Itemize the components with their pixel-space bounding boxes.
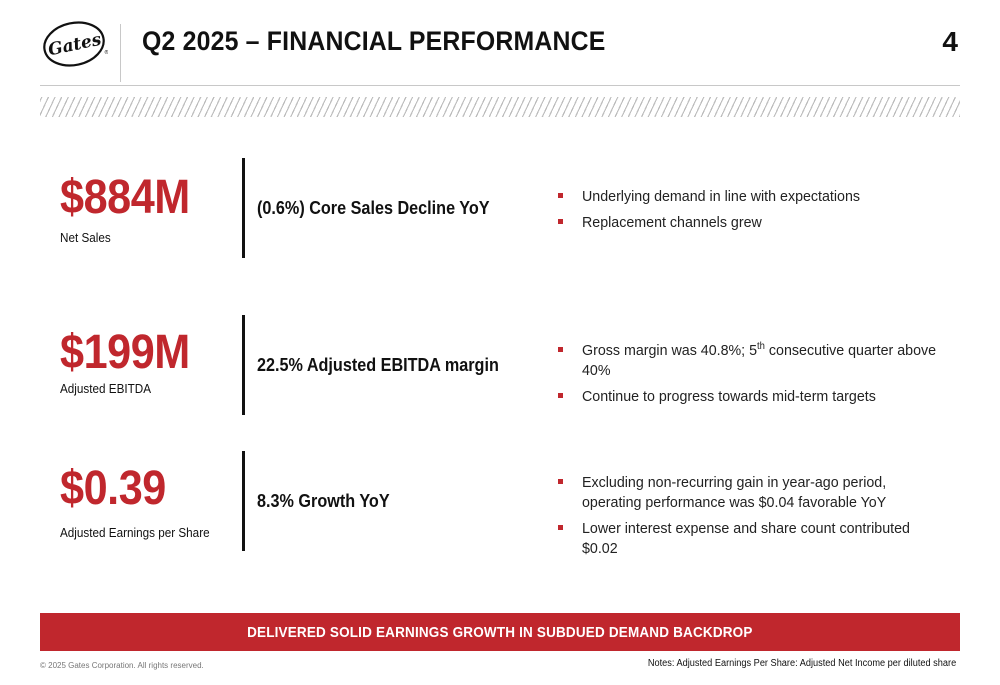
bullet-text: Replacement channels grew bbox=[582, 214, 762, 231]
page-number: 4 bbox=[942, 26, 958, 57]
bullet-square-icon bbox=[558, 219, 563, 224]
metric-label: Net Sales bbox=[60, 230, 111, 245]
footnote: Notes: Adjusted Earnings Per Share: Adju… bbox=[647, 658, 956, 669]
gates-logo-icon: Gates ® bbox=[43, 21, 108, 67]
metric-divider bbox=[242, 315, 245, 415]
list-item: Replacement channels grew bbox=[558, 213, 958, 233]
metric-divider bbox=[242, 158, 245, 258]
metric-row-adjusted-ebitda: $199M Adjusted EBITDA 22.5% Adjusted EBI… bbox=[0, 315, 1000, 415]
metric-value: $199M bbox=[60, 326, 190, 379]
metric-value: $884M bbox=[60, 171, 190, 224]
ordinal-superscript: th bbox=[757, 341, 765, 352]
bullet-text-part: Gross margin was 40.8%; 5 bbox=[582, 342, 758, 359]
metric-headline: 8.3% Growth YoY bbox=[257, 491, 390, 511]
metric-label: Adjusted Earnings per Share bbox=[60, 525, 210, 540]
header-rule bbox=[40, 85, 960, 86]
bullet-text-part: consecutive quarter above 40% bbox=[582, 342, 937, 379]
metric-row-adjusted-eps: $0.39 Adjusted Earnings per Share 8.3% G… bbox=[0, 451, 1000, 557]
summary-banner: DELIVERED SOLID EARNINGS GROWTH IN SUBDU… bbox=[40, 613, 960, 651]
bullet-list: Underlying demand in line with expectati… bbox=[558, 187, 958, 239]
list-item: Excluding non-recurring gain in year-ago… bbox=[558, 473, 958, 513]
bullet-text: Gross margin was 40.8%; 5th consecutive … bbox=[582, 341, 939, 381]
copyright-text: © 2025 Gates Corporation. All rights res… bbox=[40, 661, 204, 670]
list-item: Continue to progress towards mid-term ta… bbox=[558, 387, 958, 407]
slide-header: Gates ® Q2 2025 – FINANCIAL PERFORMANCE … bbox=[0, 0, 1000, 86]
header-divider bbox=[120, 24, 121, 82]
list-item: Gross margin was 40.8%; 5th consecutive … bbox=[558, 341, 958, 381]
bullet-text: Continue to progress towards mid-term ta… bbox=[582, 388, 876, 405]
bullet-list: Gross margin was 40.8%; 5th consecutive … bbox=[558, 341, 958, 413]
bullet-square-icon bbox=[558, 393, 563, 398]
bullet-square-icon bbox=[558, 193, 563, 198]
bullet-text: Lower interest expense and share count c… bbox=[582, 520, 910, 557]
gates-logo: Gates ® bbox=[42, 20, 108, 68]
bullet-text: Excluding non-recurring gain in year-ago… bbox=[582, 474, 887, 511]
bullet-square-icon bbox=[558, 479, 563, 484]
list-item: Underlying demand in line with expectati… bbox=[558, 187, 958, 207]
bullet-square-icon bbox=[558, 525, 563, 530]
bullet-text: Underlying demand in line with expectati… bbox=[582, 188, 861, 205]
banner-text: DELIVERED SOLID EARNINGS GROWTH IN SUBDU… bbox=[247, 623, 753, 641]
metric-headline: (0.6%) Core Sales Decline YoY bbox=[257, 198, 490, 218]
metric-label: Adjusted EBITDA bbox=[60, 381, 152, 396]
bullet-list: Excluding non-recurring gain in year-ago… bbox=[558, 473, 958, 565]
metric-value: $0.39 bbox=[60, 462, 166, 515]
bullet-square-icon bbox=[558, 347, 563, 352]
hatch-divider bbox=[40, 97, 960, 117]
metric-headline: 22.5% Adjusted EBITDA margin bbox=[257, 355, 499, 375]
metric-row-net-sales: $884M Net Sales (0.6%) Core Sales Declin… bbox=[0, 158, 1000, 260]
metric-divider bbox=[242, 451, 245, 551]
slide-title: Q2 2025 – FINANCIAL PERFORMANCE bbox=[142, 26, 606, 56]
list-item: Lower interest expense and share count c… bbox=[558, 519, 958, 559]
svg-text:®: ® bbox=[104, 49, 108, 56]
